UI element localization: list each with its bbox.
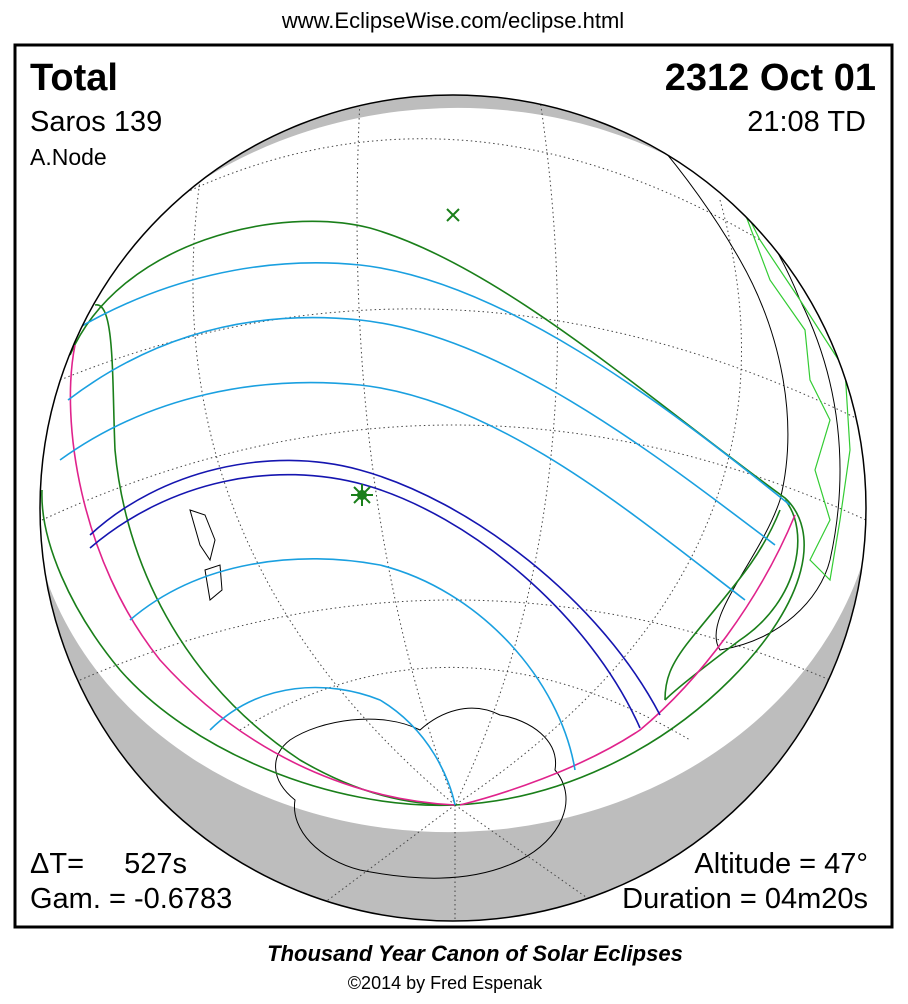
footer-title: Thousand Year Canon of Solar Eclipses	[267, 941, 683, 966]
greatest-eclipse	[351, 484, 373, 506]
credit: ©2014 by Fred Espenak	[348, 973, 543, 993]
altitude: Altitude = 47°	[694, 848, 868, 880]
day-side	[40, 107, 866, 833]
globe	[40, 95, 866, 921]
saros: Saros 139	[30, 106, 162, 138]
date: 2312 Oct 01	[665, 57, 876, 99]
node: A.Node	[30, 144, 107, 170]
duration: Duration = 04m20s	[622, 883, 868, 915]
eclipse-type: Total	[30, 57, 118, 99]
time: 21:08 TD	[747, 106, 866, 138]
eclipse-paths	[41, 220, 805, 807]
graticule	[41, 99, 866, 921]
coastlines	[189, 95, 841, 879]
subsolar-point	[446, 208, 460, 222]
url: www.EclipseWise.com/eclipse.html	[281, 8, 624, 33]
delta-t-value: 527s	[124, 848, 187, 880]
delta-t-label: ΔT=	[30, 848, 84, 880]
globe-outline	[39, 94, 867, 922]
gamma: Gam. = -0.6783	[30, 883, 232, 915]
country-borders	[739, 199, 851, 582]
